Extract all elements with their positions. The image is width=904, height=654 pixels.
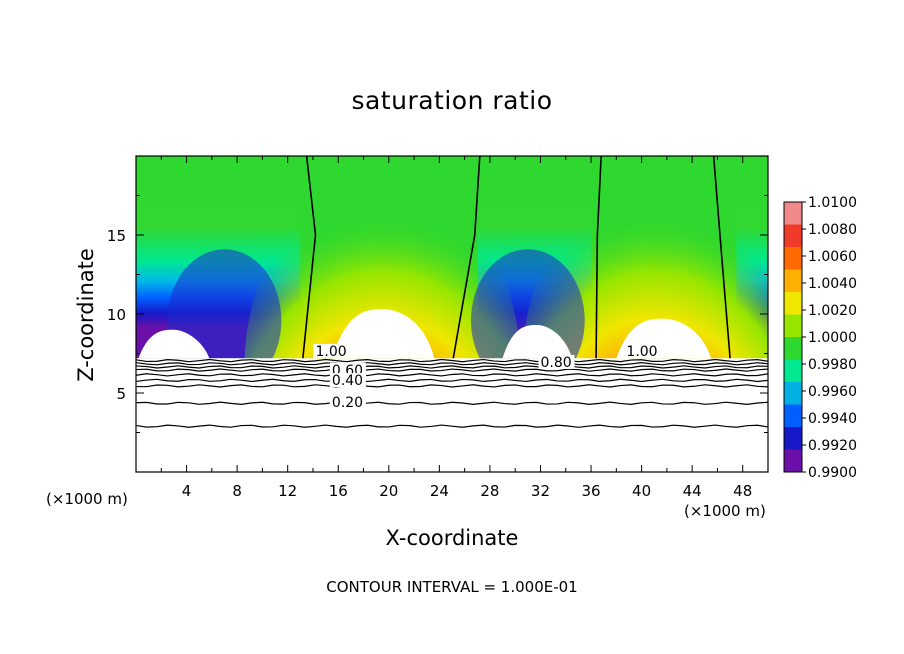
- colorbar-swatch: [784, 427, 802, 450]
- contour-label: 1.00: [626, 344, 657, 360]
- contour-label-bg: [624, 343, 661, 358]
- colorbar-swatch: [784, 224, 802, 248]
- x-tick-label: 8: [232, 482, 242, 500]
- unity-contour-line: [302, 156, 317, 359]
- colorbar-swatch: [784, 382, 802, 405]
- x-tick-label: 48: [733, 482, 752, 500]
- unity-contour-line: [595, 156, 602, 359]
- x-tick-label: 44: [683, 482, 702, 500]
- contour-line: [136, 424, 768, 428]
- cloud-bump: [138, 329, 210, 359]
- colorbar-swatch: [784, 292, 802, 315]
- contour-label: 0.80: [540, 355, 571, 371]
- unity-contour-line: [712, 156, 731, 359]
- x-tick-label: 20: [379, 482, 398, 500]
- colorbar-swatch: [784, 449, 802, 473]
- colorbar-swatch: [784, 202, 802, 225]
- colorbar-label: 1.0060: [808, 249, 857, 265]
- x-unit-label-right: (×1000 m): [684, 502, 766, 520]
- contour-label: 0.20: [332, 395, 363, 411]
- x-tick-label: 32: [531, 482, 550, 500]
- colorbar-label: 1.0000: [808, 330, 857, 346]
- contour-label-bg: [329, 395, 366, 410]
- x-tick-label: 40: [632, 482, 651, 500]
- y-tick-label: 5: [116, 385, 126, 403]
- y-tick-label: 10: [107, 306, 126, 324]
- y-tick-label: 15: [107, 227, 126, 245]
- below-cloud-area: [136, 358, 768, 472]
- x-tick-label: 28: [480, 482, 499, 500]
- chart-title: saturation ratio: [351, 86, 553, 115]
- colorbar-label: 0.9980: [808, 357, 857, 373]
- colorbar-label: 1.0020: [808, 303, 857, 319]
- contour-interval-note: CONTOUR INTERVAL = 1.000E-01: [326, 578, 578, 596]
- contour-line: [136, 401, 768, 405]
- contour-line: [136, 368, 768, 372]
- colorbar-swatch: [784, 314, 802, 338]
- x-tick-label: 24: [430, 482, 449, 500]
- cloud-bump: [502, 325, 573, 359]
- contour-label-bg: [329, 373, 366, 388]
- contour-line: [136, 384, 768, 388]
- colorbar-swatch: [784, 247, 802, 270]
- colorbar-label: 0.9920: [808, 438, 857, 454]
- contour-label-bg: [313, 343, 350, 358]
- x-unit-label-left: (×1000 m): [46, 490, 128, 508]
- contour-label-bg: [538, 354, 575, 369]
- contour-line: [136, 365, 768, 369]
- contour-line: [136, 378, 768, 383]
- contour-line: [136, 362, 768, 366]
- colorbar-label: 0.9960: [808, 384, 857, 400]
- colorbar-swatch: [784, 359, 802, 383]
- contour-line: [136, 373, 768, 377]
- colorbar-label: 1.0080: [808, 222, 857, 238]
- contour-line: [136, 358, 768, 363]
- x-tick-label: 12: [278, 482, 297, 500]
- contour-label: 1.00: [315, 344, 346, 360]
- colorbar-swatch: [784, 337, 802, 360]
- colorbar-label: 1.0100: [808, 195, 857, 211]
- colorbar-label: 0.9900: [808, 465, 857, 481]
- x-axis-label: X-coordinate: [385, 526, 519, 550]
- colorbar-label: 0.9940: [808, 411, 857, 427]
- x-tick-label: 36: [581, 482, 600, 500]
- colorbar-swatch: [784, 269, 802, 293]
- contour-label: 0.40: [332, 373, 363, 389]
- colorbar-swatch: [784, 404, 802, 428]
- y-axis-label: Z-coordinate: [74, 248, 98, 382]
- x-tick-label: 4: [182, 482, 192, 500]
- unity-contour-line: [452, 156, 481, 359]
- cloud-bump: [331, 309, 435, 359]
- colorbar-label: 1.0040: [808, 276, 857, 292]
- x-tick-label: 16: [329, 482, 348, 500]
